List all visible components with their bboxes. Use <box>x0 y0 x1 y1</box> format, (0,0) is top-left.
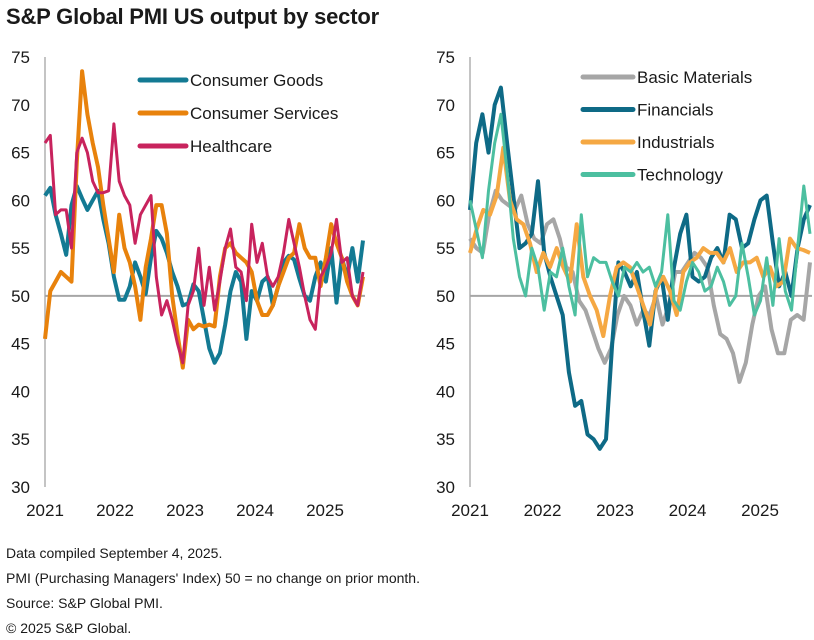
y-tick-label: 50 <box>436 287 455 306</box>
y-tick-label: 65 <box>11 144 30 163</box>
right-panel-other-sectors: 30 35 40 45 50 55 60 65 70 75 2021 2022 2023 2024 2025… <box>436 48 812 520</box>
y-tick-label: 70 <box>11 96 30 115</box>
series-line-basic-materials <box>468 188 812 384</box>
series-line-healthcare <box>43 122 365 365</box>
x-tick-label: 2025 <box>741 501 779 520</box>
y-tick-label: 45 <box>436 335 455 354</box>
series-line-consumer-services <box>43 69 365 370</box>
y-tick-label: 40 <box>436 382 455 401</box>
y-tick-label: 60 <box>11 191 30 210</box>
legend-label: Healthcare <box>190 137 272 156</box>
y-tick-label: 55 <box>11 239 30 258</box>
x-tick-label: 2024 <box>669 501 707 520</box>
series-line-technology <box>468 112 812 317</box>
y-tick-label: 70 <box>436 96 455 115</box>
x-tick-label: 2023 <box>166 501 204 520</box>
x-tick-label: 2024 <box>236 501 274 520</box>
y-tick-label: 75 <box>436 48 455 67</box>
y-tick-label: 65 <box>436 144 455 163</box>
x-tick-label: 2021 <box>26 501 64 520</box>
footnote-compiled: Data compiled September 4, 2025. <box>6 545 223 561</box>
y-tick-label: 30 <box>436 478 455 497</box>
y-tick-label: 45 <box>11 335 30 354</box>
legend-label: Technology <box>637 166 724 185</box>
x-tick-label: 2021 <box>451 501 489 520</box>
x-tick-label: 2023 <box>596 501 634 520</box>
y-tick-label: 60 <box>436 191 455 210</box>
footnote-copyright: © 2025 S&P Global. <box>6 620 132 636</box>
y-tick-label: 35 <box>11 430 30 449</box>
legend-label: Financials <box>637 101 714 120</box>
legend-label: Industrials <box>637 133 714 152</box>
left-panel-consumer-sectors: 30 35 40 45 50 55 60 65 70 75 2021 2022 2023 2024 2025… <box>11 48 365 520</box>
y-tick-label: 50 <box>11 287 30 306</box>
x-tick-label: 2022 <box>96 501 134 520</box>
y-tick-label: 55 <box>436 239 455 258</box>
y-tick-label: 40 <box>11 382 30 401</box>
x-tick-label: 2025 <box>306 501 344 520</box>
y-tick-label: 75 <box>11 48 30 67</box>
footnote-source: Source: S&P Global PMI. <box>6 595 163 611</box>
legend-label: Consumer Goods <box>190 71 323 90</box>
legend-label: Consumer Services <box>190 104 338 123</box>
legend-label: Basic Materials <box>637 68 752 87</box>
footnote-pmi-definition: PMI (Purchasing Managers' Index) 50 = no… <box>6 570 420 586</box>
chart-title: S&P Global PMI US output by sector <box>6 4 379 29</box>
y-tick-label: 30 <box>11 478 30 497</box>
series-line-industrials <box>468 145 811 338</box>
y-tick-label: 35 <box>436 430 455 449</box>
x-tick-label: 2022 <box>524 501 562 520</box>
series-line-consumer-goods <box>43 184 365 365</box>
